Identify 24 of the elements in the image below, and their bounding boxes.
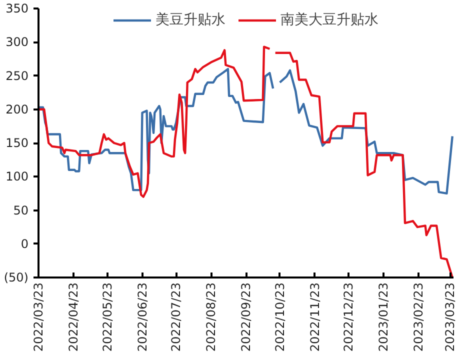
y-tick-label: 150 bbox=[6, 136, 28, 150]
x-tick-label: 2022/08/23 bbox=[204, 282, 218, 352]
y-tick-label: 250 bbox=[6, 68, 28, 83]
x-tick-label: 2022/12/23 bbox=[342, 282, 356, 352]
y-tick-label: 200 bbox=[6, 102, 28, 116]
x-tick-label: 2022/03/23 bbox=[32, 282, 46, 352]
x-tick-label: 2023/03/23 bbox=[443, 282, 458, 352]
x-tick-label: 2022/06/23 bbox=[135, 282, 150, 352]
y-tick-label: (50) bbox=[4, 270, 29, 284]
y-tick-label: 0 bbox=[20, 236, 29, 251]
x-tick-label: 2022/09/23 bbox=[239, 282, 253, 352]
x-tick-label: 2022/11/23 bbox=[308, 282, 322, 352]
x-tick-label: 2022/10/23 bbox=[272, 282, 287, 352]
x-tick-label: 2022/05/23 bbox=[100, 282, 114, 352]
x-tick-label: 2023/02/23 bbox=[412, 282, 426, 352]
x-tick-label: 2022/07/23 bbox=[169, 282, 184, 352]
y-tick-label: 350 bbox=[6, 2, 28, 16]
legend-label: 美豆升贴水 bbox=[156, 11, 226, 29]
x-tick-label: 2022/04/23 bbox=[66, 282, 80, 352]
legend-label: 南美大豆升贴水 bbox=[280, 11, 378, 29]
y-tick-label: 50 bbox=[13, 203, 29, 218]
y-tick-label: 100 bbox=[6, 170, 28, 184]
x-tick-label: 2023/01/23 bbox=[376, 282, 391, 352]
y-tick-label: 300 bbox=[6, 35, 28, 50]
